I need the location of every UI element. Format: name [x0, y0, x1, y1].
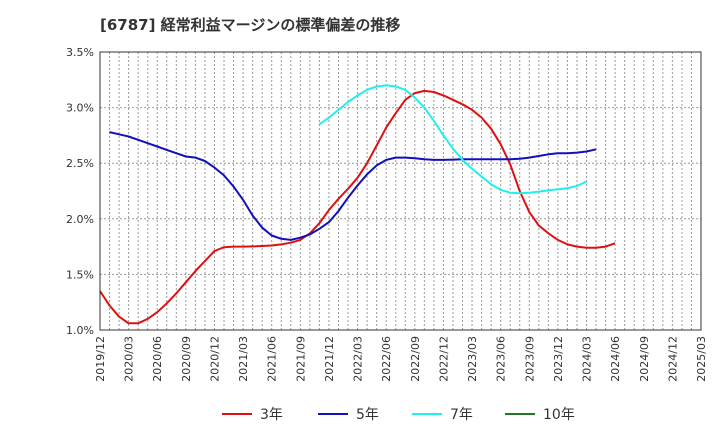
x-tick-label: 2022/12 — [437, 336, 450, 382]
x-tick-label: 2020/12 — [208, 336, 221, 382]
y-tick-label: 1.5% — [66, 268, 94, 281]
x-tick-label: 2020/09 — [180, 336, 193, 382]
x-tick-label: 2022/09 — [409, 336, 422, 382]
y-tick-label: 2.0% — [66, 213, 94, 226]
x-tick-label: 2024/12 — [666, 336, 679, 382]
series-line-3y — [99, 89, 616, 325]
x-tick-label: 2024/06 — [609, 336, 622, 382]
y-tick-label: 2.5% — [66, 157, 94, 170]
legend: 3年 5年 7年 10年 — [222, 407, 575, 423]
x-tick-label: 2023/12 — [552, 336, 565, 382]
x-tick-label: 2023/06 — [495, 336, 508, 382]
y-tick-label: 1.0% — [66, 324, 94, 337]
legend-label-10y: 10年 — [543, 407, 575, 423]
x-tick-label: 2021/03 — [237, 336, 250, 382]
legend-label-3y: 3年 — [260, 407, 283, 423]
x-tick-label: 2023/09 — [523, 336, 536, 382]
y-axis-ticks: 1.0% 1.5% 2.0% 2.5% 3.0% 3.5% — [66, 46, 94, 337]
legend-label-7y: 7年 — [450, 407, 473, 423]
x-tick-label: 2021/09 — [294, 336, 307, 382]
y-tick-label: 3.0% — [66, 102, 94, 115]
x-tick-label: 2019/12 — [94, 336, 107, 382]
series-line-7y — [318, 84, 587, 195]
chart-title: [6787] 経常利益マージンの標準偏差の推移 — [100, 16, 401, 34]
x-tick-label: 2020/03 — [123, 336, 136, 382]
x-tick-label: 2021/06 — [266, 336, 279, 382]
series-line-5y — [109, 131, 597, 241]
x-tick-label: 2023/03 — [466, 336, 479, 382]
grid-lines — [100, 51, 701, 331]
legend-label-5y: 5年 — [356, 407, 379, 423]
x-tick-label: 2021/12 — [323, 336, 336, 382]
x-tick-label: 2024/03 — [581, 336, 594, 382]
plot-frame — [99, 51, 702, 331]
x-tick-label: 2020/06 — [151, 336, 164, 382]
series-lines — [99, 84, 616, 325]
x-tick-label: 2024/09 — [638, 336, 651, 382]
y-tick-label: 3.5% — [66, 46, 94, 59]
x-axis-ticks: 2019/12 2020/03 2020/06 2020/09 2020/12 2021/… — [94, 336, 708, 382]
x-tick-label: 2025/03 — [695, 336, 708, 382]
x-tick-label: 2022/03 — [352, 336, 365, 382]
x-tick-label: 2022/06 — [380, 336, 393, 382]
